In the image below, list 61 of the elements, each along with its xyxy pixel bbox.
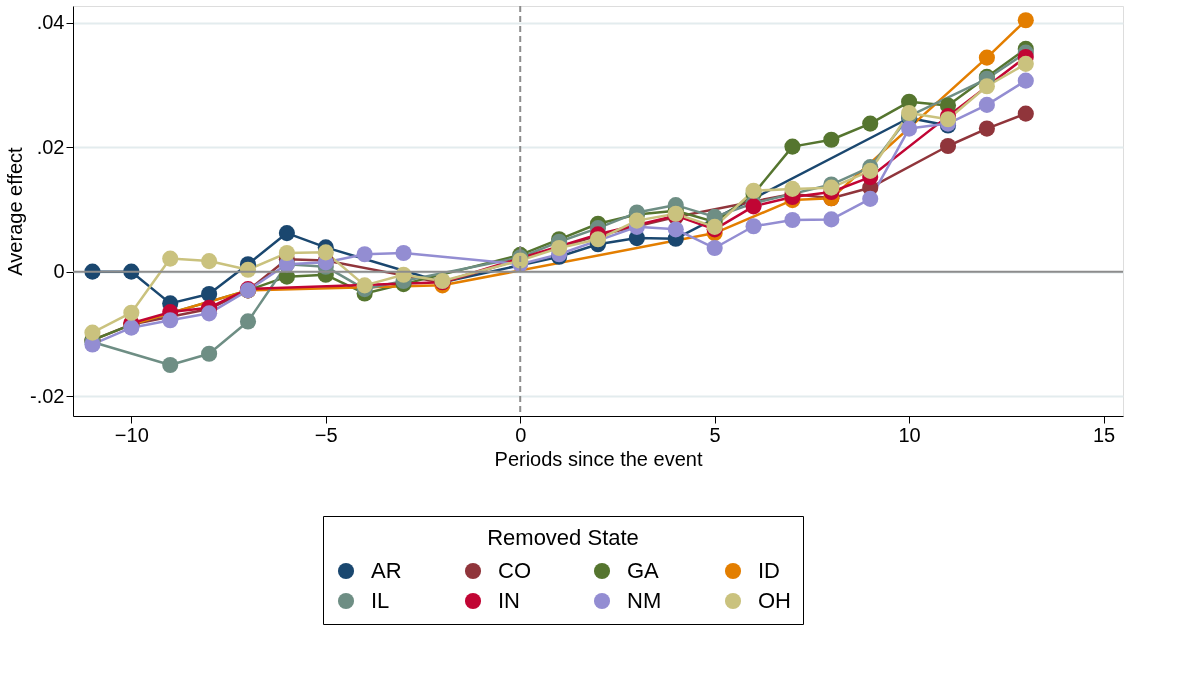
legend-label: AR [371,558,402,583]
point [278,225,295,242]
point [939,137,957,155]
point [162,250,179,267]
point [201,305,218,322]
point [589,231,607,248]
point [1017,55,1034,72]
legend-label: IN [498,588,520,613]
legend-title: Removed State [487,525,639,550]
legend-label: OH [758,588,791,613]
x-tick-label: 10 [898,423,921,446]
x-axis-title: Periods since the event [494,447,703,470]
point [1017,72,1034,89]
x-tick-label: −10 [114,423,149,446]
point [84,324,101,341]
x-tick-label: 15 [1092,423,1116,446]
legend-label: IL [371,588,390,613]
point [862,115,879,132]
y-tick-label: .02 [36,135,65,158]
point [978,49,995,66]
y-tick-label: 0 [53,260,65,283]
legend-label: NM [627,588,662,613]
point [162,312,179,329]
point [745,218,762,235]
point [395,244,412,262]
point [823,131,840,148]
point [706,239,723,257]
point [978,78,995,95]
point [201,286,218,303]
point [978,96,995,113]
point [862,190,879,207]
y-tick-label: -.02 [30,384,65,407]
point [356,246,373,263]
legend-label: CO [498,558,531,583]
point [628,212,645,229]
x-tick-label: −5 [314,423,338,446]
point [901,120,918,137]
y-axis-title: Average effect [4,146,27,276]
legend-label: GA [627,558,660,583]
point [551,239,568,257]
point [201,345,218,362]
point [784,211,801,229]
x-tick-label: 0 [515,423,527,446]
point [784,180,801,197]
point [162,356,179,374]
point [823,211,840,228]
point [978,120,995,137]
point [317,244,334,261]
point [667,221,684,238]
point [356,277,373,294]
point [123,304,140,321]
point [239,313,257,330]
point [278,244,295,262]
point [901,104,918,122]
point [1017,105,1034,122]
point [784,138,801,155]
legend-label: ID [758,558,780,583]
point [1017,12,1034,29]
y-tick-label: .04 [36,11,65,34]
x-tick-label: 5 [709,423,721,446]
point [201,253,218,270]
